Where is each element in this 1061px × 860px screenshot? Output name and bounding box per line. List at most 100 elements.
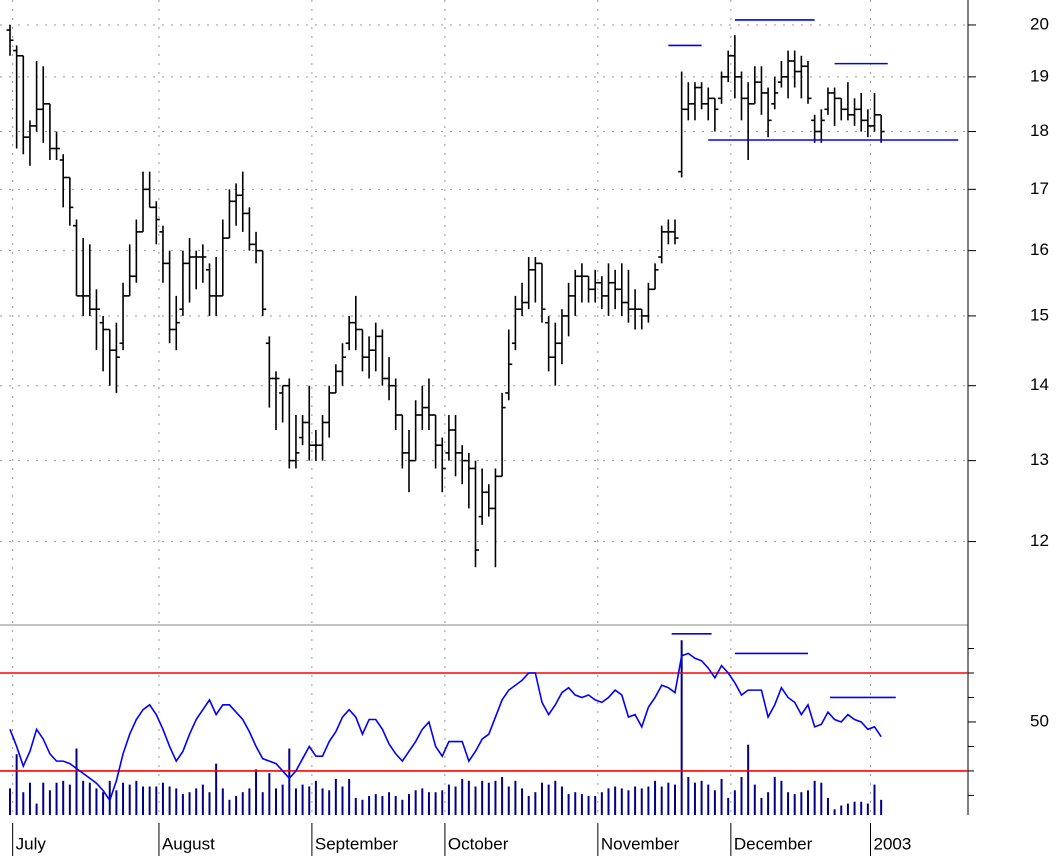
volume-bar <box>634 786 637 815</box>
volume-bar <box>687 777 690 815</box>
volume-bar <box>614 786 617 815</box>
volume-bar <box>175 788 178 815</box>
volume-bar <box>248 788 251 815</box>
x-tick-label: 2003 <box>874 834 912 853</box>
volume-bar <box>780 780 783 815</box>
volume-bar <box>22 792 25 815</box>
volume-bar <box>454 786 457 815</box>
volume-bar <box>95 788 98 815</box>
volume-bar <box>873 784 876 815</box>
volume-bar <box>713 790 716 815</box>
volume-bar <box>866 803 869 815</box>
x-tick-label: August <box>162 834 215 853</box>
volume-bar <box>507 786 510 815</box>
volume-bar <box>654 780 657 815</box>
volume-bar <box>760 797 763 815</box>
volume-bar <box>88 782 91 815</box>
volume-bar <box>62 780 65 815</box>
volume-bar <box>9 788 11 815</box>
volume-bar <box>567 794 570 815</box>
volume-bar <box>135 780 138 815</box>
volume-bar <box>487 782 490 815</box>
volume-bar <box>401 799 404 815</box>
volume-bar <box>122 782 125 815</box>
volume-bar <box>640 788 643 815</box>
volume-bar <box>161 782 164 815</box>
volume-bar <box>388 792 391 815</box>
y-tick-label: 20 <box>1030 14 1049 33</box>
volume-bar <box>554 780 557 815</box>
volume-bar <box>840 805 843 815</box>
volume-bar <box>394 796 397 815</box>
volume-bar <box>168 786 171 815</box>
volume-bar <box>348 778 351 815</box>
volume-bar <box>221 788 224 815</box>
volume-bar <box>148 786 151 815</box>
volume-bar <box>667 782 670 815</box>
volume-bar <box>527 796 530 815</box>
volume-bar <box>833 809 836 815</box>
volume-bar <box>700 780 703 815</box>
y-tick-label: 18 <box>1030 121 1049 140</box>
volume-bar <box>853 801 856 815</box>
volume-bar <box>102 792 105 815</box>
volume-bar <box>860 801 863 815</box>
y-tick-label: 19 <box>1030 66 1049 85</box>
volume-bar <box>255 769 258 815</box>
volume-bar <box>447 784 450 815</box>
y-tick-label: 17 <box>1030 179 1049 198</box>
volume-bar <box>807 790 809 815</box>
volume-bar <box>481 780 484 815</box>
volume-bar <box>368 796 371 815</box>
y-tick-label: 50 <box>1030 711 1049 730</box>
volume-bar <box>421 788 424 815</box>
volume-bar <box>474 786 477 815</box>
volume-bar <box>301 784 304 815</box>
volume-bar <box>341 786 344 815</box>
volume-bar <box>733 790 736 815</box>
volume-bar <box>620 788 623 815</box>
volume-bar <box>674 784 676 815</box>
volume-bar <box>521 788 524 815</box>
volume-bar <box>68 784 71 815</box>
y-tick-label: 16 <box>1030 240 1049 259</box>
volume-bar <box>215 763 218 815</box>
volume-bar <box>594 796 597 815</box>
x-tick-label: November <box>601 834 680 853</box>
volume-bar <box>720 778 723 815</box>
x-tick-label: September <box>315 834 398 853</box>
volume-bar <box>767 792 770 815</box>
volume-bar <box>241 792 244 815</box>
volume-bar <box>82 780 85 815</box>
indicator-line <box>9 652 882 803</box>
volume-bar <box>547 784 550 815</box>
volume-bar <box>308 786 311 815</box>
volume-bar <box>541 782 543 815</box>
volume-bar <box>800 792 803 815</box>
volume-bar <box>434 792 437 815</box>
volume-bar <box>880 799 883 815</box>
volume-bar <box>414 790 417 815</box>
volume-bar <box>201 784 204 815</box>
volume-bar <box>580 794 583 815</box>
volume-bar <box>534 792 537 815</box>
volume-bar <box>461 778 464 815</box>
volume-bar <box>826 797 829 815</box>
volume-bar <box>142 786 144 815</box>
volume-bar <box>261 792 264 815</box>
volume-bar <box>813 780 816 815</box>
volume-bar <box>288 748 291 815</box>
volume-bar <box>35 803 38 815</box>
volume-bar <box>600 792 603 815</box>
volume-bar <box>268 773 271 815</box>
volume-bar <box>281 784 284 815</box>
volume-bar <box>820 782 823 815</box>
volume-bar <box>208 792 211 815</box>
volume-bar <box>514 780 517 815</box>
volume-bar <box>334 778 337 815</box>
volume-bar <box>361 799 364 815</box>
volume-bar <box>707 784 710 815</box>
volume-bar <box>727 797 730 815</box>
volume-bar <box>627 790 630 815</box>
